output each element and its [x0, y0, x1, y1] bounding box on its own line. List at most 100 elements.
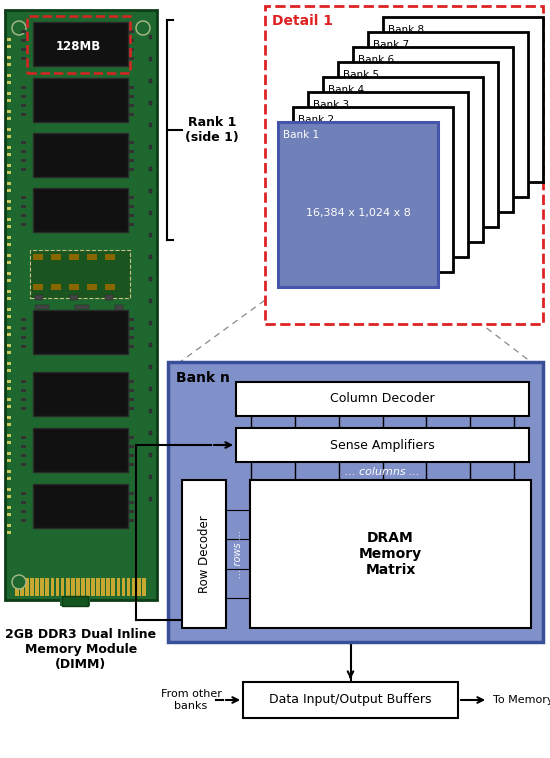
Bar	[70, 295, 78, 300]
Bar	[7, 218, 11, 221]
Bar	[129, 168, 134, 171]
Bar	[338, 62, 498, 227]
Bar	[7, 416, 11, 419]
Bar	[168, 362, 543, 642]
Bar	[129, 86, 134, 89]
Bar	[21, 159, 26, 162]
Bar	[33, 372, 128, 416]
Bar	[368, 32, 528, 197]
Bar	[7, 153, 11, 156]
Bar	[236, 428, 529, 462]
Bar	[149, 321, 152, 325]
Bar	[51, 284, 61, 290]
Bar	[129, 327, 134, 330]
Bar	[60, 578, 64, 596]
Bar	[7, 254, 11, 257]
Text: Sense Amplifiers: Sense Amplifiers	[330, 438, 435, 452]
Bar	[21, 223, 26, 226]
Bar	[21, 318, 26, 321]
Bar	[149, 299, 152, 303]
Bar	[7, 279, 11, 282]
Bar	[33, 133, 128, 177]
Text: Column Decoder: Column Decoder	[330, 393, 435, 406]
Bar	[15, 578, 19, 596]
Bar	[7, 434, 11, 437]
Bar	[20, 578, 24, 596]
Bar	[96, 578, 100, 596]
Bar	[149, 101, 152, 105]
Bar	[149, 233, 152, 237]
Bar	[7, 128, 11, 131]
Bar	[7, 272, 11, 275]
Bar	[250, 480, 531, 628]
Bar	[21, 380, 26, 383]
Text: 16,384 x 1,024 x 8: 16,384 x 1,024 x 8	[306, 208, 410, 218]
Bar	[7, 45, 11, 48]
Bar	[75, 305, 89, 309]
Bar	[35, 295, 43, 300]
Bar	[129, 463, 134, 466]
Bar	[129, 389, 134, 392]
Bar	[7, 495, 11, 498]
Bar	[383, 17, 543, 182]
Bar	[7, 189, 11, 192]
Text: Bank 7: Bank 7	[373, 40, 409, 50]
Bar	[7, 38, 11, 41]
Text: 2GB DDR3 Dual Inline
Memory Module
(DIMM): 2GB DDR3 Dual Inline Memory Module (DIMM…	[6, 628, 157, 671]
Bar	[149, 409, 152, 413]
Bar	[7, 506, 11, 509]
Bar	[66, 578, 69, 596]
Bar	[7, 236, 11, 239]
Bar	[129, 318, 134, 321]
Bar	[105, 295, 113, 300]
Bar	[129, 510, 134, 513]
Bar	[7, 459, 11, 462]
Bar	[46, 578, 50, 596]
Bar	[129, 223, 134, 226]
Bar	[149, 79, 152, 83]
Bar	[142, 578, 146, 596]
Text: To Memory Bus: To Memory Bus	[493, 695, 550, 705]
Text: Bank 2: Bank 2	[298, 115, 334, 125]
Bar	[182, 480, 226, 628]
Bar	[21, 30, 26, 33]
Bar	[105, 284, 115, 290]
Circle shape	[12, 21, 26, 35]
Text: From other
banks: From other banks	[161, 689, 222, 711]
Bar	[101, 578, 105, 596]
Bar	[129, 398, 134, 401]
Bar	[7, 63, 11, 66]
Bar	[7, 369, 11, 372]
Bar	[7, 344, 11, 347]
Bar	[71, 578, 75, 596]
Bar	[33, 484, 128, 528]
Bar	[129, 95, 134, 98]
Bar	[35, 578, 39, 596]
Bar	[7, 513, 11, 516]
Bar	[126, 578, 130, 596]
Bar	[7, 110, 11, 113]
Bar	[21, 345, 26, 348]
Bar	[7, 225, 11, 228]
Bar	[30, 250, 130, 298]
Bar	[7, 477, 11, 480]
Bar	[21, 436, 26, 439]
Bar	[33, 284, 43, 290]
Bar	[21, 492, 26, 495]
Bar	[129, 196, 134, 199]
Bar	[129, 159, 134, 162]
Bar	[149, 35, 152, 39]
Text: Rank 1
(side 1): Rank 1 (side 1)	[185, 116, 239, 144]
Bar	[21, 389, 26, 392]
Bar	[129, 48, 134, 51]
Bar	[21, 205, 26, 208]
Bar	[91, 578, 95, 596]
Bar	[7, 308, 11, 311]
Bar	[25, 578, 29, 596]
Text: Bank 1: Bank 1	[283, 130, 319, 140]
Bar	[106, 578, 110, 596]
Text: Bank 6: Bank 6	[358, 55, 394, 65]
Bar	[30, 578, 34, 596]
Bar	[51, 578, 54, 596]
Bar	[129, 380, 134, 383]
